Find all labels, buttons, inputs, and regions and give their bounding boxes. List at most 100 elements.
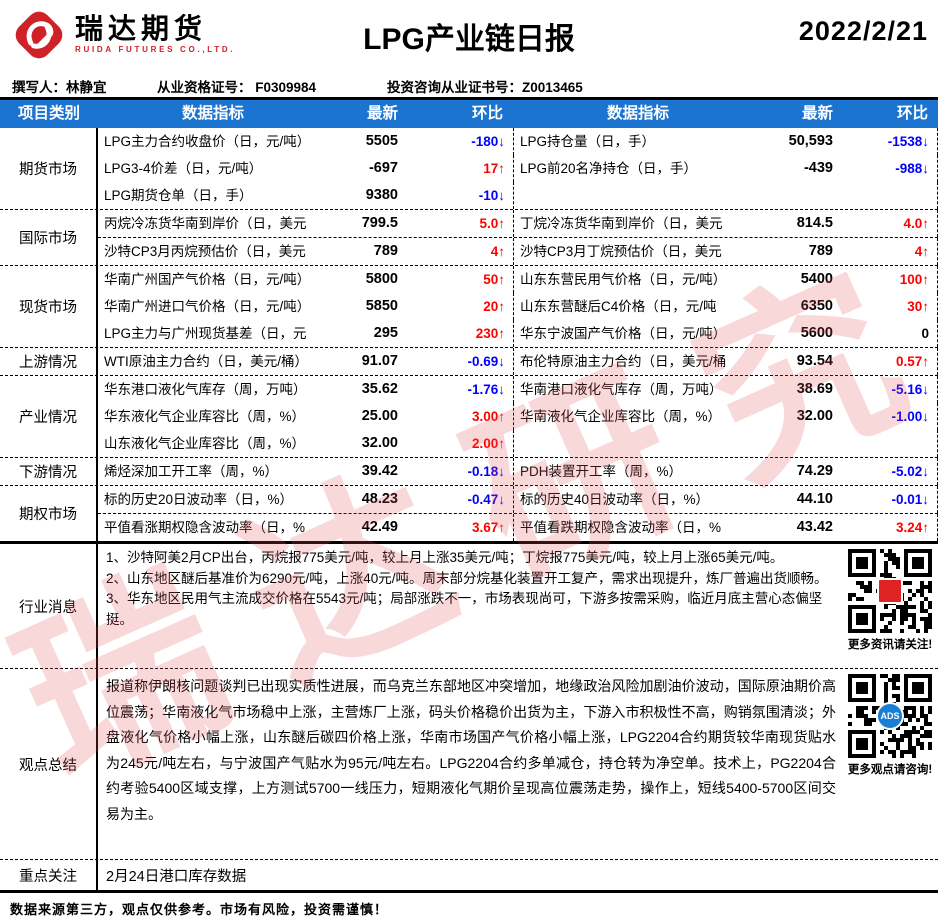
change-left: -10↓: [478, 188, 505, 203]
latest-right: 38.69: [796, 381, 833, 397]
change-left: 20↑: [483, 299, 505, 314]
latest-right: 814.5: [796, 215, 833, 231]
indicator-left: 华东港口液化气库存（周，万吨）: [104, 382, 307, 397]
table-group-0: 期货市场 LPG主力合约收盘价（日，元/吨） 5505 -180↓ LPG持仓量（日，手…: [0, 128, 938, 209]
change-left: 50↑: [483, 272, 505, 287]
indicator-left: 华南广州进口气价格（日，元/吨）: [104, 299, 311, 314]
change-right: -1538↓: [843, 128, 938, 155]
section-opinion-summary: 观点总结 报道称伊朗核问题谈判已出现实质性进展，而乌克兰东部地区冲突增加，地缘政…: [0, 668, 938, 859]
qr-code-news: [848, 549, 932, 633]
change-right: 4↑: [843, 238, 938, 265]
latest-left: 295: [373, 325, 398, 341]
license-number: 从业资格证号： F0309984: [157, 79, 317, 95]
qr-opinion-logo: ADS: [876, 702, 904, 730]
change-right: -0.01↓: [843, 486, 938, 513]
company-logo: 瑞达期货 RUIDA FUTURES CO.,LTD.: [10, 6, 235, 64]
latest-left: 799.5: [361, 215, 398, 231]
latest-right: 93.54: [796, 353, 833, 369]
col-header-latest-left: 最新: [366, 105, 398, 122]
latest-right: 32.00: [796, 408, 833, 424]
indicator-right: 山东东营醚后C4价格（日，元/吨: [513, 293, 763, 320]
category-label: 下游情况: [0, 458, 98, 485]
col-header-category: 项目类别: [17, 105, 80, 122]
indicator-right: LPG持仓量（日，手）: [513, 128, 763, 155]
col-header-change-left: 环比: [471, 105, 503, 122]
table-row: 华东港口液化气库存（周，万吨） 35.62 -1.76↓ 华南港口液化气库存（周，万吨…: [98, 376, 938, 403]
report-header: 瑞达期货 RUIDA FUTURES CO.,LTD. LPG产业链日报 202…: [0, 0, 938, 74]
change-right: [843, 182, 938, 209]
change-left: 4↑: [490, 244, 505, 259]
advisor-license-number: 投资咨询从业证书号：Z0013465: [387, 79, 583, 95]
qr-code-opinion: ADS: [848, 674, 932, 758]
latest-left: 5850: [365, 298, 398, 314]
table-row: 华南广州国产气价格（日，元/吨） 5800 50↑ 山东东营民用气价格（日，元/吨） 5…: [98, 266, 938, 293]
table-row: 丙烷冷冻货华南到岸价（日，美元 799.5 5.0↑ 丁烷冷冻货华南到岸价（日，美元 8…: [98, 210, 938, 237]
latest-right: 43.42: [796, 519, 833, 535]
table-group-6: 期权市场 标的历史20日波动率（日，%） 48.23 -0.47↓ 标的历史40日波动率…: [0, 485, 938, 541]
latest-left: 39.42: [361, 463, 398, 479]
latest-right: 44.10: [796, 491, 833, 507]
section-label-focus: 重点关注: [0, 860, 98, 890]
latest-right: 5400: [800, 271, 833, 287]
table-row: WTI原油主力合约（日，美元/桶） 91.07 -0.69↓ 布伦特原油主力合约（日，…: [98, 348, 938, 375]
indicator-left: LPG3-4价差（日，元/吨）: [104, 161, 263, 176]
report-date: 2022/2/21: [798, 16, 928, 46]
category-label: 现货市场: [0, 266, 98, 347]
change-right: -5.16↓: [843, 376, 938, 403]
indicator-left: LPG期货仓单（日，手）: [104, 188, 253, 203]
qr-opinion-icon: [848, 674, 932, 758]
table-row: 沙特CP3月丙烷预估价（日，美元 789 4↑ 沙特CP3月丁烷预估价（日，美元 789…: [98, 237, 938, 265]
table-group-3: 上游情况 WTI原油主力合约（日，美元/桶） 91.07 -0.69↓ 布伦特原油主力合…: [0, 347, 938, 375]
news-qr-column: 更多资讯请关注!: [842, 544, 938, 668]
indicator-left: 丙烷冷冻货华南到岸价（日，美元: [104, 216, 307, 231]
indicator-right: 平值看跌期权隐含波动率（日，%: [513, 514, 763, 541]
latest-right: -439: [803, 160, 833, 176]
table-group-5: 下游情况 烯烃深加工开工率（周，%） 39.42 -0.18↓ PDH装置开工率（周，%…: [0, 457, 938, 485]
news-paragraphs: 1、沙特阿美2月CP出台，丙烷报775美元/吨，较上月上涨35美元/吨；丁烷报7…: [98, 544, 842, 668]
change-right: [843, 430, 938, 457]
section-key-focus: 重点关注 2月24日港口库存数据: [0, 859, 938, 893]
indicator-left: 沙特CP3月丙烷预估价（日，美元: [104, 244, 306, 259]
table-header: 项目类别 数据指标 最新 环比 数据指标 最新 环比: [0, 97, 938, 128]
table-row: LPG期货仓单（日，手） 9380 -10↓: [98, 182, 938, 209]
indicator-left: 山东液化气企业库容比（周，%）: [104, 436, 306, 451]
latest-left: 35.62: [361, 381, 398, 397]
change-left: 3.67↑: [471, 520, 505, 535]
focus-text: 2月24日港口库存数据: [106, 868, 247, 885]
change-left: 2.00↑: [471, 436, 505, 451]
table-row: 标的历史20日波动率（日，%） 48.23 -0.47↓ 标的历史40日波动率（日，%…: [98, 486, 938, 513]
change-left: 230↑: [475, 326, 505, 341]
change-right: -5.02↓: [843, 458, 938, 485]
disclaimer: 数据来源第三方，观点仅供参考。市场有风险，投资需谨慎！: [10, 902, 389, 917]
latest-left: 32.00: [361, 435, 398, 451]
news-item: 3、华东地区民用气主流成交价格在5543元/吨；局部涨跌不一，市场表现尚可，下游…: [106, 591, 823, 627]
indicator-left: 华南广州国产气价格（日，元/吨）: [104, 272, 311, 287]
latest-left: -697: [368, 160, 398, 176]
latest-right: 5600: [800, 325, 833, 341]
indicator-right: [513, 182, 763, 209]
latest-left: 25.00: [361, 408, 398, 424]
change-right: 0: [843, 320, 938, 347]
latest-left: 5800: [365, 271, 398, 287]
latest-right: 6350: [800, 298, 833, 314]
opinion-qr-column: ADS 更多观点请咨询!: [842, 669, 938, 859]
indicator-right: 布伦特原油主力合约（日，美元/桶: [513, 348, 763, 375]
indicator-right: 华东宁波国产气价格（日，元/吨）: [513, 320, 763, 347]
table-row: 华南广州进口气价格（日，元/吨） 5850 20↑ 山东东营醚后C4价格（日，元/吨 6…: [98, 293, 938, 320]
latest-right: [763, 430, 843, 457]
change-right: 4.0↑: [843, 210, 938, 237]
change-left: -0.69↓: [467, 354, 505, 369]
indicator-left: LPG主力与广州现货基差（日，元: [104, 326, 307, 341]
category-label: 上游情况: [0, 348, 98, 375]
indicator-left: 平值看涨期权隐含波动率（日，%: [104, 520, 306, 535]
indicator-right: 华南港口液化气库存（周，万吨）: [513, 376, 763, 403]
table-row: LPG主力合约收盘价（日，元/吨） 5505 -180↓ LPG持仓量（日，手） 50,…: [98, 128, 938, 155]
latest-left: 789: [373, 243, 398, 259]
indicator-left: 标的历史20日波动率（日，%）: [104, 492, 294, 507]
indicator-left: 华东液化气企业库容比（周，%）: [104, 409, 306, 424]
category-label: 产业情况: [0, 376, 98, 457]
latest-right: [763, 182, 843, 209]
indicator-right: 华南液化气企业库容比（周，%）: [513, 403, 763, 430]
table-row: 烯烃深加工开工率（周，%） 39.42 -0.18↓ PDH装置开工率（周，%） 74.…: [98, 458, 938, 485]
section-label-news: 行业消息: [0, 544, 98, 668]
